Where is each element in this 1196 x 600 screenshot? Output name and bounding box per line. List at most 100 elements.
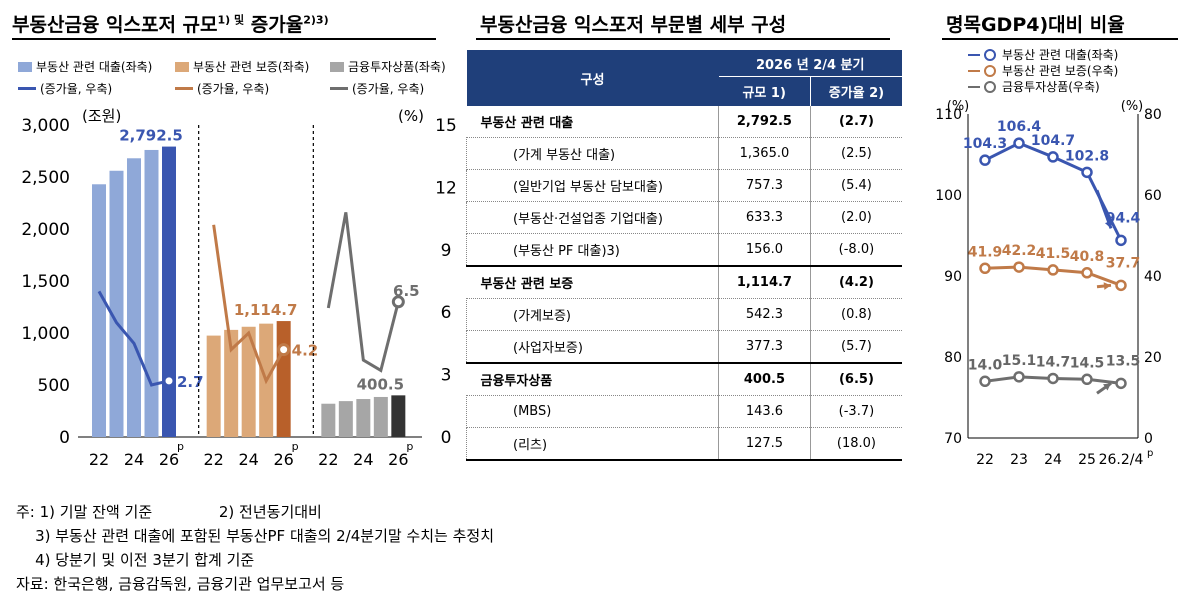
growth-value-label: 4.2 — [292, 342, 319, 360]
bar-value-label: 400.5 — [357, 375, 404, 393]
series-point — [1081, 166, 1093, 179]
bar — [241, 326, 256, 437]
footnotes: 주: 1) 기말 잔액 기준 2) 전년동기대비 3) 부동산 관련 대출에 포… — [16, 500, 494, 596]
bar — [391, 395, 406, 437]
panel2-underline — [476, 38, 890, 40]
series-point — [1013, 137, 1025, 149]
series-point — [1081, 267, 1093, 279]
note-2: 2) 전년동기대비 — [218, 503, 322, 521]
point-value-label: 102.8 — [1065, 148, 1109, 164]
right-tick-label: 60 — [1144, 188, 1162, 204]
bar — [276, 321, 291, 437]
row-size: 1,365.0 — [718, 137, 811, 170]
row-label: (가계보증) — [466, 298, 719, 331]
right-tick-label: 15 — [435, 116, 457, 136]
bar — [127, 158, 141, 437]
left-axis-unit: (%) — [947, 99, 970, 114]
left-tick-label: 2,000 — [21, 220, 70, 240]
x-tick-label: 26 — [159, 450, 179, 469]
point-value-label: 106.4 — [997, 119, 1042, 135]
p-mark: p — [406, 440, 413, 453]
point-value-label: 41.5 — [1036, 246, 1071, 262]
left-tick-label: 1,500 — [21, 272, 70, 292]
bar — [144, 149, 159, 437]
exposure-bar-chart: (조원) (%) 3,000 2,500 2,000 1,500 1,000 500 0 15 12… — [21, 107, 457, 469]
right-tick-label: 0 — [1144, 431, 1153, 447]
left-tick-label: 3,000 — [21, 116, 70, 136]
trend-arrow-head — [1103, 282, 1111, 290]
legend-inv-line: (증가율, 우축) — [330, 80, 424, 97]
table-row: 부동산 관련 보증 1,114.7 (4.2) — [466, 265, 902, 299]
panel2-title: 부동산금융 익스포저 부문별 세부 구성 — [480, 14, 787, 36]
row-size: 377.3 — [718, 330, 811, 363]
row-growth: (18.0) — [809, 427, 902, 461]
point-value-label: 37.7 — [1106, 255, 1141, 271]
legend-guar-bar: 부동산 관련 보증(좌축) — [175, 58, 309, 75]
series-point — [979, 154, 991, 166]
bar — [373, 396, 388, 437]
row-label: (가계 부동산 대출) — [466, 137, 719, 170]
point-value-label: 104.7 — [1031, 133, 1075, 149]
x-tick-label: 22 — [976, 452, 994, 468]
legend-marker — [984, 48, 996, 61]
row-size: 757.3 — [718, 169, 811, 202]
exposure-detail-table: 구성 2026 년 2/4 분기 규모 1) 증가율 2) 부동산 관련 대출 2… — [466, 50, 902, 461]
x-tick-label: 26 — [388, 450, 408, 469]
row-label: 부동산 관련 보증 — [466, 265, 719, 299]
table-header-growth: 증가율 2) — [810, 76, 902, 106]
bar — [92, 184, 106, 437]
point-value-label: 42.2 — [1002, 243, 1037, 259]
point-value-label: 41.9 — [968, 244, 1003, 260]
table-row: (가계보증) 542.3 (0.8) — [466, 298, 902, 331]
legend-line — [968, 69, 980, 72]
left-tick-label: 2,500 — [21, 168, 70, 188]
legend-loan-line: (증가율, 우축) — [18, 80, 112, 97]
bar — [321, 403, 336, 437]
table-header-size: 규모 1) — [718, 76, 811, 106]
row-size: 143.6 — [718, 395, 811, 428]
legend-gdp-inv: 금융투자상품(우축) — [968, 78, 1100, 95]
bar — [356, 399, 371, 437]
point-value-label: 94.4 — [1106, 210, 1141, 226]
left-axis-unit: (조원) — [82, 107, 121, 125]
x-tick-label: 24 — [1044, 452, 1062, 468]
series-point — [1115, 234, 1127, 247]
point-value-label: 13.5 — [1106, 353, 1141, 369]
growth-end-marker — [277, 343, 291, 357]
growth-value-label: 6.5 — [393, 282, 420, 300]
panel1-underline — [12, 38, 436, 40]
left-tick-label: 0 — [59, 428, 70, 448]
table-row: (가계 부동산 대출) 1,365.0 (2.5) — [466, 137, 902, 170]
legend-line — [175, 87, 193, 90]
row-growth: (2.7) — [809, 106, 902, 138]
bar — [224, 329, 239, 437]
point-value-label: 104.3 — [963, 136, 1007, 152]
table-row: (리츠) 127.5 (18.0) — [466, 427, 902, 461]
legend-swatch — [175, 61, 189, 72]
bar-value-label: 1,114.7 — [234, 301, 298, 319]
x-tick-label: 26.2/4 — [1099, 452, 1144, 468]
series-point — [1047, 372, 1059, 385]
row-label: (부동산·건설업종 기업대출) — [466, 201, 719, 234]
series-point — [1013, 261, 1025, 273]
right-tick-label: 6 — [441, 303, 452, 323]
row-label: (일반기업 부동산 담보대출) — [466, 169, 719, 202]
right-axis-unit: (%) — [1121, 99, 1144, 114]
right-tick-label: 80 — [1144, 107, 1162, 123]
p-mark: p — [1147, 448, 1153, 459]
row-label: 부동산 관련 대출 — [480, 116, 574, 131]
trend-arrow-head — [1104, 220, 1113, 229]
left-tick-label: 80 — [944, 350, 962, 366]
row-growth: (-3.7) — [809, 395, 902, 428]
legend-swatch — [18, 61, 32, 72]
left-tick-label: 90 — [944, 269, 962, 285]
point-value-label: 14.0 — [968, 357, 1003, 373]
series-point — [979, 375, 991, 388]
note-4: 4) 당분기 및 이전 3분기 합계 기준 — [35, 551, 255, 569]
row-size: 542.3 — [718, 298, 811, 331]
series-point — [1115, 279, 1127, 292]
p-mark: p — [177, 440, 184, 453]
right-tick-label: 0 — [441, 428, 452, 448]
point-value-label: 40.8 — [1070, 249, 1105, 265]
legend-inv-bar: 금융투자상품(좌축) — [330, 58, 446, 75]
